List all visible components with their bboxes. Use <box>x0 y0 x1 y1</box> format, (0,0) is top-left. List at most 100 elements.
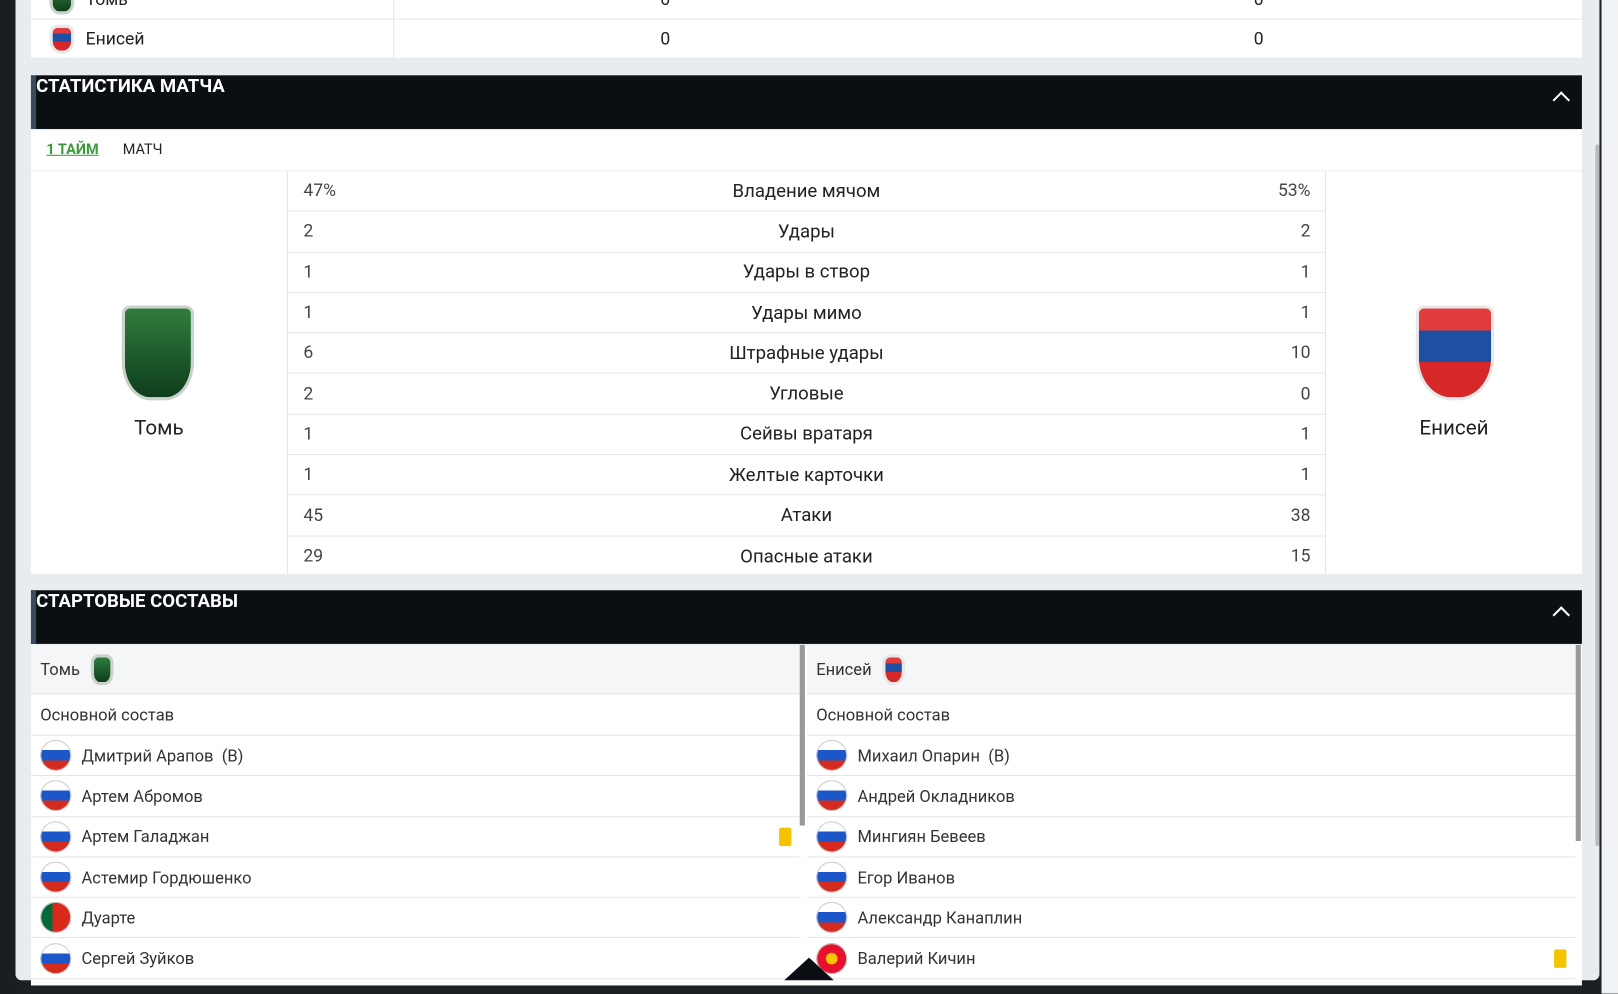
score-row: Енисей 0 0 <box>30 19 1582 59</box>
home-score: 0 <box>660 28 671 50</box>
player-name: Артем Абромов <box>81 786 203 806</box>
player-row[interactable]: Мингиян Бевеев <box>806 817 1576 858</box>
stat-away: 0 <box>1300 383 1311 405</box>
flag <box>816 780 848 812</box>
stat-label: Удары в створ <box>742 261 871 283</box>
score-row: Томь 0 0 <box>30 0 1582 20</box>
stat-away: 53% <box>1277 180 1311 202</box>
stat-row: 29 Опасные атаки 15 <box>288 536 1325 577</box>
stat-row: 6 Штрафные удары 10 <box>287 333 1325 375</box>
away-team: Енисей <box>1419 414 1489 440</box>
stat-row: 2 Удары 2 <box>287 212 1325 253</box>
stat-away: 1 <box>1300 302 1311 324</box>
tab[interactable]: 1 ТАЙМ <box>46 141 99 158</box>
player-name: Егор Иванов <box>857 867 956 887</box>
player: Сергей Зуйков <box>31 939 194 979</box>
score-table: Томь 0 0 Енисей 0 0 <box>30 0 1582 59</box>
player-name: Астемир Гордюшенко <box>81 867 252 887</box>
stat-home: 2 <box>303 383 314 405</box>
yellow-card <box>779 827 792 846</box>
section-row: Основной состав <box>30 694 800 736</box>
player: Михаил Опарин (В) <box>807 736 1010 776</box>
scrollbar <box>1575 644 1581 841</box>
away-score: 0 <box>1253 28 1264 50</box>
stat-label: Сейвы вратаря <box>740 423 873 446</box>
stat-home: 6 <box>303 342 314 364</box>
stat-home: 1 <box>303 302 314 324</box>
stat-home: 2 <box>303 221 314 242</box>
divider <box>393 0 395 20</box>
stat-home: 45 <box>303 505 324 526</box>
player-row[interactable]: Артем Абромов <box>30 776 800 817</box>
stat-home: 1 <box>303 261 314 283</box>
player-name: Михаил Опарин <box>857 745 980 766</box>
player-row[interactable]: Артем Галаджан <box>30 817 800 858</box>
player-row[interactable]: Астемир Гордюшенко <box>30 857 800 898</box>
team-logo <box>90 654 114 686</box>
stat-away: 10 <box>1290 342 1311 364</box>
flag <box>816 821 848 853</box>
flag <box>40 780 72 812</box>
player-name: Валерий Кичин <box>857 948 976 969</box>
player-name: Артем Галаджан <box>81 826 210 847</box>
divider <box>393 19 395 59</box>
section-row: Основной состав <box>806 694 1576 736</box>
flag <box>816 740 848 771</box>
team-logo <box>49 24 75 54</box>
stat-home: 47% <box>303 180 336 202</box>
scrollbar <box>799 644 805 826</box>
stats-table: 47% Владение мячом 53% 2 Удары 2 1 Удары в ство… <box>286 171 1326 574</box>
stat-label: Желтые карточки <box>728 464 884 486</box>
player-row[interactable]: Егор Иванов <box>806 857 1576 898</box>
section-label: Основной состав <box>40 704 175 725</box>
stat-label: Владение мячом <box>732 180 881 202</box>
stat-row: 1 Сейвы вратаря 1 <box>287 415 1325 456</box>
stat-home: 29 <box>303 546 324 567</box>
player: Александр Канаплин <box>807 898 1022 938</box>
stat-row: 1 Удары мимо 1 <box>287 293 1325 334</box>
stat-label: Опасные атаки <box>740 545 873 568</box>
tab[interactable]: МАТЧ <box>122 141 163 158</box>
flag <box>816 861 848 893</box>
captain-mark: (В) <box>221 745 244 766</box>
flag <box>40 821 72 853</box>
section-header: СТАТИСТИКА МАТЧА <box>30 75 1582 129</box>
team-logo <box>49 0 75 15</box>
team-name: Томь <box>86 0 396 19</box>
player-row[interactable]: Валерий Кичин <box>806 939 1576 980</box>
away-score: 0 <box>1254 0 1264 19</box>
player-name: Мингиян Бевеев <box>857 826 986 847</box>
team-name: Енисей <box>85 28 145 50</box>
player-row[interactable]: Михаил Опарин (В) <box>806 736 1576 777</box>
section-title: СТАТИСТИКА МАТЧА <box>36 75 225 97</box>
player-row[interactable]: Андрей Окладников <box>806 776 1576 817</box>
player: Андрей Окладников <box>807 776 1015 816</box>
stat-away: 15 <box>1290 546 1311 567</box>
stats-body: Томь Енисей 47% Владение мячом 53% 2 Удары 2 1 Уд… <box>30 171 1582 574</box>
stat-home: 1 <box>303 464 314 486</box>
yellow-card <box>1554 948 1567 968</box>
stat-row: 45 Атаки 38 <box>287 496 1325 537</box>
stat-label: Угловые <box>769 382 844 405</box>
stat-label: Удары <box>777 220 835 243</box>
player-row[interactable]: Дуарте <box>30 898 800 939</box>
player-name: Андрей Окладников <box>857 786 1015 806</box>
team-row: Томь <box>30 644 800 695</box>
lineup-column: Енисей Основной состав Михаил Опарин (В) Анд… <box>806 644 1576 986</box>
stat-label: Атаки <box>780 504 833 527</box>
stat-label: Штрафные удары <box>729 342 884 365</box>
scroll-up[interactable] <box>784 957 834 981</box>
team-row: Енисей <box>806 644 1576 695</box>
player-row[interactable]: Сергей Зуйков <box>30 939 800 980</box>
player: Артем Абромов <box>31 776 203 816</box>
player-row[interactable]: Александр Канаплин <box>806 898 1576 939</box>
player-row[interactable]: Дмитрий Арапов (В) <box>30 736 800 777</box>
stat-away: 1 <box>1300 424 1311 445</box>
stat-row: 47% Владение мячом 53% <box>287 171 1325 212</box>
home-score: 0 <box>660 0 670 19</box>
flag <box>40 740 72 771</box>
stat-label: Удары мимо <box>751 301 862 324</box>
stat-home: 1 <box>303 424 314 445</box>
